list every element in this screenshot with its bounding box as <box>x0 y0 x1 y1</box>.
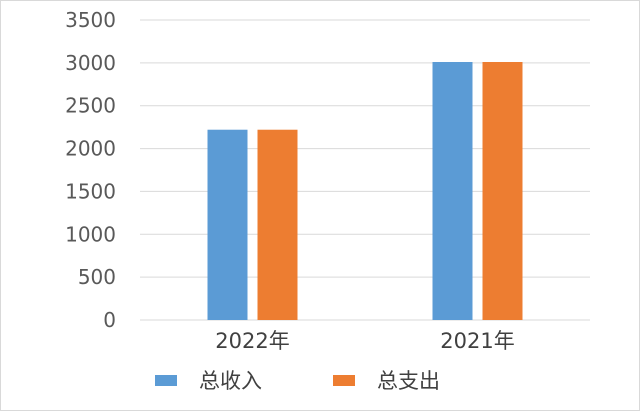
y-tick-label: 2500 <box>65 94 116 118</box>
y-tick-label: 3000 <box>65 51 116 75</box>
y-tick-label: 3500 <box>65 8 116 32</box>
x-category-label: 2021年 <box>440 329 514 353</box>
legend-label: 总支出 <box>377 369 440 393</box>
bars <box>207 62 523 320</box>
y-tick-label: 500 <box>78 265 116 289</box>
y-tick-label: 2000 <box>65 137 116 161</box>
x-category-label: 2022年 <box>215 329 289 353</box>
bar <box>482 62 523 320</box>
legend-label: 总收入 <box>199 369 262 393</box>
legend-swatch <box>333 375 355 386</box>
x-axis-category-labels: 2022年 2021年 <box>215 329 514 353</box>
bar <box>257 129 298 320</box>
y-tick-label: 0 <box>103 308 116 332</box>
bar <box>432 62 473 320</box>
y-axis-tick-labels: 0 500 1000 1500 2000 2500 3000 3500 <box>65 8 116 332</box>
legend: 总收入 总支出 <box>155 369 440 393</box>
bar <box>207 129 248 320</box>
legend-swatch <box>155 375 177 386</box>
y-tick-label: 1500 <box>65 179 116 203</box>
y-tick-label: 1000 <box>65 222 116 246</box>
